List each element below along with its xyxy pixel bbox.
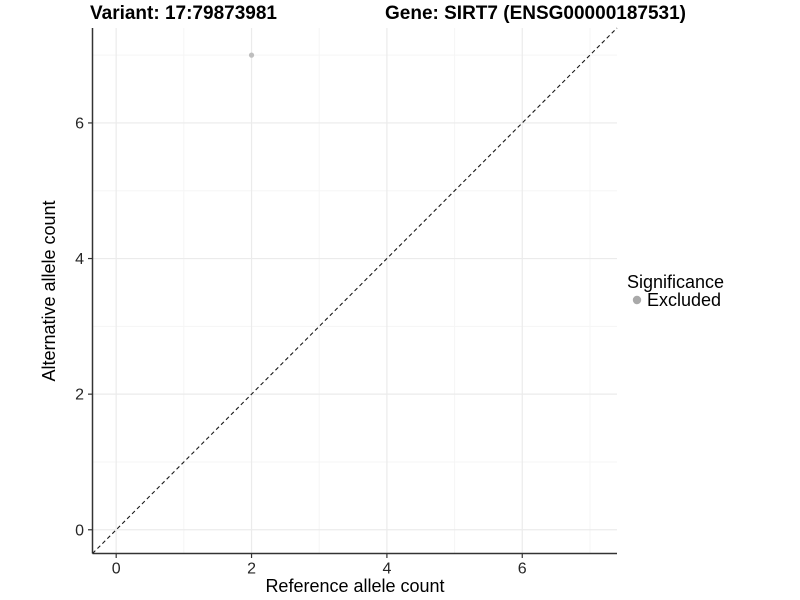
svg-text:4: 4 xyxy=(75,251,84,268)
data-point xyxy=(248,52,255,58)
data-points xyxy=(248,52,255,58)
svg-text:0: 0 xyxy=(75,522,84,539)
minor-gridlines xyxy=(92,28,617,554)
axis-tick-marks xyxy=(88,122,523,558)
major-gridlines xyxy=(92,28,617,554)
svg-text:6: 6 xyxy=(518,561,527,578)
svg-text:2: 2 xyxy=(75,387,84,404)
y-axis-title: Alternative allele count xyxy=(39,200,59,381)
legend-key-circle-icon xyxy=(632,295,642,305)
identity-line xyxy=(92,27,618,554)
plot-title-variant: Variant: 17:79873981 xyxy=(90,3,277,24)
legend: Significance Excluded xyxy=(627,272,724,310)
svg-text:6: 6 xyxy=(75,115,84,132)
plot-title-gene: Gene: SIRT7 (ENSG00000187531) xyxy=(385,3,686,24)
x-axis-title: Reference allele count xyxy=(265,576,444,596)
axis-tick-labels: 0 2 4 6 0 2 4 6 xyxy=(75,115,527,577)
axis-lines xyxy=(91,28,617,555)
legend-title: Significance xyxy=(627,272,724,292)
svg-text:2: 2 xyxy=(247,561,256,578)
legend-item-label: Excluded xyxy=(647,290,721,310)
svg-text:4: 4 xyxy=(382,561,391,578)
svg-text:0: 0 xyxy=(112,561,121,578)
